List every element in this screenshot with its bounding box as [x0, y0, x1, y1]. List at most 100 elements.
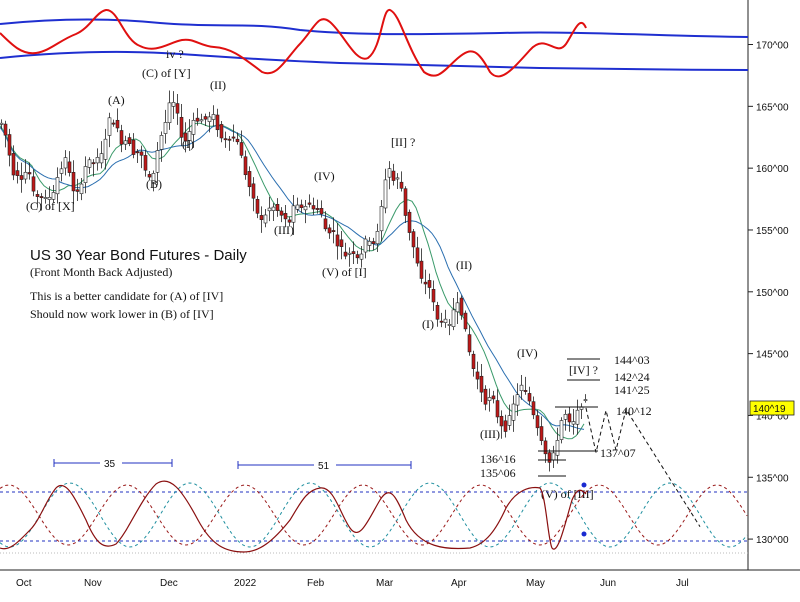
candle-down: [219, 124, 224, 139]
candle-down: [535, 415, 540, 429]
time-label: Mar: [376, 578, 394, 589]
candle-up: [367, 240, 372, 246]
candle-down: [139, 151, 144, 156]
candle-down: [131, 139, 136, 155]
wave-label: (I): [182, 137, 194, 151]
level-label-136-16: 136^16: [480, 452, 516, 466]
candle-down: [523, 390, 528, 392]
candle-up: [375, 231, 380, 245]
wave-label: (B): [146, 177, 162, 191]
candle-up: [291, 205, 296, 223]
candle-down: [35, 194, 40, 197]
candle-down: [463, 312, 468, 330]
candle-up: [383, 179, 388, 209]
candle-up: [191, 119, 196, 135]
candle-up: [63, 157, 68, 169]
candle-up: [0, 122, 4, 125]
candle-down: [527, 393, 532, 402]
candle-up: [163, 122, 168, 134]
candle-down: [247, 171, 252, 188]
candle-up: [387, 168, 392, 178]
wave-label: (II): [210, 78, 226, 92]
candle-up: [99, 153, 104, 164]
time-label: 2022: [234, 578, 257, 589]
candle-down: [111, 122, 116, 125]
candle-down: [471, 353, 476, 369]
candle-up: [519, 384, 524, 392]
candle-down: [223, 138, 228, 141]
candle-up: [211, 114, 216, 120]
candle-up: [159, 135, 164, 150]
time-label: Oct: [16, 578, 32, 589]
oscillator-line: [0, 9, 587, 78]
level-label-137-07: 137^07: [600, 446, 636, 460]
level-label-144-03: 144^03: [614, 353, 650, 367]
candle-down: [183, 132, 188, 142]
projection-path: [585, 407, 701, 527]
moving-average-line: [0, 122, 585, 440]
candle-down: [539, 426, 544, 441]
candle-down: [31, 176, 36, 192]
candle-down: [415, 247, 420, 264]
candle-down: [431, 289, 436, 303]
candle-up: [171, 102, 176, 107]
wave-label: (A): [108, 93, 125, 107]
candle-down: [239, 142, 244, 156]
candle-up: [95, 157, 100, 164]
candle-up: [379, 206, 384, 232]
candle-up: [23, 171, 28, 180]
candle-down: [427, 280, 432, 288]
candle-up: [43, 197, 48, 199]
current-price-marker: 140^19: [749, 400, 795, 416]
candle-up: [507, 415, 512, 426]
price-tick-label: 160^00: [756, 164, 789, 175]
candle-down: [299, 204, 304, 208]
time-label: Jun: [600, 578, 616, 589]
candle-down: [399, 181, 404, 189]
candle-down: [283, 213, 288, 220]
candle-down: [39, 196, 44, 199]
candle-down: [259, 215, 264, 220]
candle-up: [83, 166, 88, 183]
candle-down: [279, 210, 284, 216]
candle-up: [87, 159, 92, 168]
candle-up: [571, 421, 576, 425]
candle-down: [475, 371, 480, 380]
chart-subtitle: (Front Month Back Adjusted): [30, 265, 172, 279]
candle-up: [451, 309, 456, 327]
candle-up: [575, 409, 580, 425]
candle-down: [147, 174, 152, 178]
candle-down: [7, 134, 12, 156]
wave-label: (III): [480, 427, 500, 441]
candle-down: [459, 297, 464, 316]
candle-down: [287, 219, 292, 223]
candle-down: [255, 198, 260, 214]
moving-average-line: [0, 125, 585, 430]
price-tick-label: 140^00: [756, 411, 789, 422]
time-axis-labels: Oct Nov Dec 2022 Feb Mar Apr May Jun Jul: [16, 578, 689, 589]
chart-note: This is a better candidate for (A) of [I…: [30, 289, 223, 303]
lower-band-line: [0, 50, 749, 71]
level-lines: [538, 358, 600, 477]
candle-down: [143, 155, 148, 171]
candle-down: [479, 375, 484, 393]
price-tick-label: 145^00: [756, 350, 789, 361]
time-label: Apr: [451, 578, 467, 589]
candle-down: [351, 251, 356, 254]
bottom-cycle-panel: [0, 480, 748, 554]
upper-band-line: [0, 18, 749, 38]
top-oscillator-panel: [0, 9, 749, 78]
candle-up: [199, 119, 204, 122]
candle-down: [91, 162, 96, 165]
candle-up: [395, 177, 400, 180]
current-price-label: 140^19: [753, 404, 786, 415]
candle-down: [419, 260, 424, 279]
candle-up: [271, 206, 276, 211]
candle-down: [499, 415, 504, 427]
wave-label: [II] ?: [391, 135, 415, 149]
candle-up: [263, 214, 268, 224]
candle-up: [59, 168, 64, 174]
level-label-142-24: 142^24: [614, 370, 650, 384]
time-label: May: [526, 578, 545, 589]
candle-down: [119, 130, 124, 145]
